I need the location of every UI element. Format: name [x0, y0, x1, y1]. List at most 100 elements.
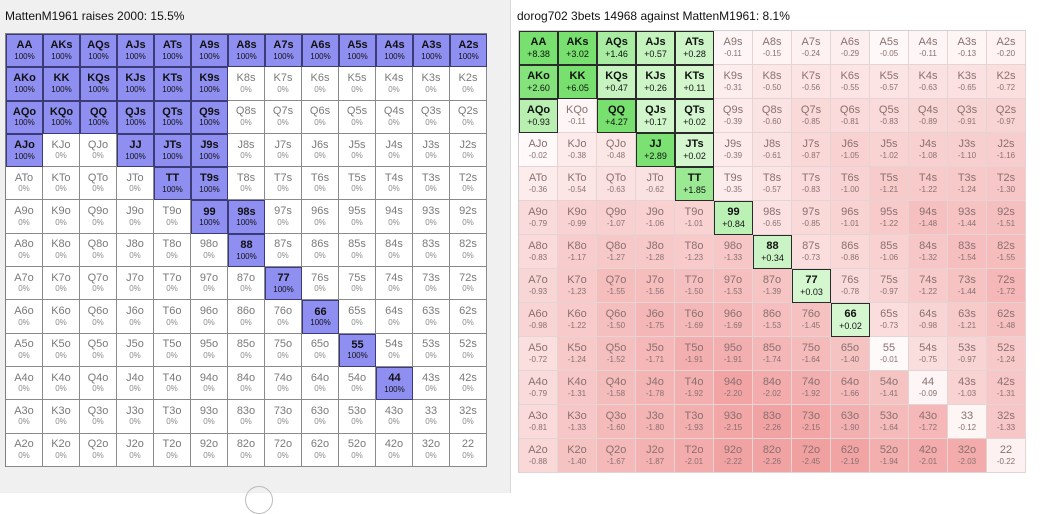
hand-cell[interactable]: A7o 0% [6, 267, 43, 301]
hand-cell[interactable]: 53o 0% [339, 400, 376, 434]
hand-cell[interactable]: QJs +0.17 [636, 99, 675, 133]
hand-cell[interactable]: KK +6.05 [558, 65, 597, 99]
hand-cell[interactable]: KQo 100% [43, 100, 80, 134]
hand-cell[interactable]: Q3o 0% [80, 400, 117, 434]
hand-cell[interactable]: T2o 0% [154, 433, 191, 467]
hand-cell[interactable]: 95s 0% [339, 200, 376, 234]
hand-cell[interactable]: Q4s 0% [376, 100, 413, 134]
hand-cell[interactable]: Q9o 0% [80, 200, 117, 234]
hand-cell[interactable]: 92s -1.51 [987, 201, 1026, 235]
hand-cell[interactable]: T9o 0% [154, 200, 191, 234]
hand-cell[interactable]: Q7o 0% [80, 267, 117, 301]
hand-cell[interactable]: A6s -0.29 [831, 31, 870, 65]
hand-cell[interactable]: T4s 0% [376, 167, 413, 201]
hand-cell[interactable]: J5s -1.02 [870, 133, 909, 167]
hand-cell[interactable]: Q3o -1.60 [597, 405, 636, 439]
hand-cell[interactable]: 96s -1.01 [831, 201, 870, 235]
hand-cell[interactable]: T9s -0.35 [714, 167, 753, 201]
hand-cell[interactable]: J4s 0% [376, 133, 413, 168]
hand-cell[interactable]: Q3s 0% [413, 100, 450, 134]
hand-cell[interactable]: K8o -1.17 [558, 235, 597, 269]
hand-cell[interactable]: AJs +0.57 [636, 31, 675, 65]
hand-cell[interactable]: 97o -1.53 [714, 269, 753, 303]
hand-cell[interactable]: 76o -1.45 [792, 303, 831, 337]
hand-cell[interactable]: K7o 0% [43, 267, 80, 301]
hand-cell[interactable]: J3s 0% [413, 133, 450, 168]
hand-cell[interactable]: 94o 0% [191, 366, 228, 401]
hand-cell[interactable]: J4o 0% [117, 366, 154, 401]
hand-cell[interactable]: 99 +0.84 [714, 201, 753, 235]
hand-cell[interactable]: J4o -1.78 [636, 371, 675, 405]
hand-cell[interactable]: Q2o -1.67 [597, 439, 636, 473]
hand-cell[interactable]: KQo -0.11 [558, 99, 597, 133]
hand-cell[interactable]: 82s -1.55 [987, 235, 1026, 269]
hand-cell[interactable]: Q8s 0% [228, 100, 265, 134]
hand-cell[interactable]: 75o 0% [265, 333, 302, 367]
hand-cell[interactable]: 63s 0% [413, 300, 450, 334]
hand-cell[interactable]: T2s 0% [450, 167, 487, 201]
hand-cell[interactable]: QJo 0% [80, 133, 117, 168]
hand-cell[interactable]: 76s 0% [302, 267, 339, 301]
hand-cell[interactable]: Q6o -1.50 [597, 303, 636, 337]
hand-cell[interactable]: AQo 100% [6, 100, 43, 134]
hand-cell[interactable]: 43s 0% [413, 366, 450, 401]
hand-cell[interactable]: Q7s 0% [265, 100, 302, 134]
hand-cell[interactable]: T8o -1.23 [675, 235, 714, 269]
hand-cell[interactable]: ATo -0.36 [519, 167, 558, 201]
hand-cell[interactable]: 98s -0.65 [753, 201, 792, 235]
hand-cell[interactable]: Q2o 0% [80, 433, 117, 467]
hand-cell[interactable]: J4s -1.08 [909, 133, 948, 167]
hand-cell[interactable]: Q7o -1.55 [597, 269, 636, 303]
hand-cell[interactable]: K2s 0% [450, 67, 487, 101]
hand-cell[interactable]: 54o 0% [339, 366, 376, 401]
hand-cell[interactable]: K5o 0% [43, 333, 80, 367]
hand-cell[interactable]: KQs 100% [80, 67, 117, 101]
hand-cell[interactable]: A9o -0.79 [519, 201, 558, 235]
hand-cell[interactable]: T5o 0% [154, 333, 191, 367]
hand-cell[interactable]: A3s -0.13 [948, 31, 987, 65]
hand-cell[interactable]: Q9o -1.07 [597, 201, 636, 235]
hand-cell[interactable]: J8o 0% [117, 233, 154, 268]
hand-cell[interactable]: 83o -2.26 [753, 405, 792, 439]
hand-cell[interactable]: 64o 0% [302, 366, 339, 401]
hand-cell[interactable]: QTo 0% [80, 167, 117, 201]
hand-cell[interactable]: 95o -1.91 [714, 337, 753, 371]
hand-cell[interactable]: 62o -2.19 [831, 439, 870, 473]
hand-cell[interactable]: K2o 0% [43, 433, 80, 467]
hand-cell[interactable]: T3o 0% [154, 400, 191, 434]
hand-cell[interactable]: J5o -1.71 [636, 337, 675, 371]
hand-cell[interactable]: 75s -0.97 [870, 269, 909, 303]
hand-cell[interactable]: AQs +1.46 [597, 31, 636, 65]
hand-cell[interactable]: J3o 0% [117, 400, 154, 434]
hand-cell[interactable]: 94s -1.48 [909, 201, 948, 235]
hand-cell[interactable]: 84s -1.32 [909, 235, 948, 269]
hand-cell[interactable]: 32o -2.03 [948, 439, 987, 473]
hand-cell[interactable]: A2s 100% [450, 34, 487, 68]
hand-cell[interactable]: A5s -0.05 [870, 31, 909, 65]
hand-cell[interactable]: Q2s -0.97 [987, 99, 1026, 133]
hand-cell[interactable]: J8o -1.28 [636, 235, 675, 269]
hand-cell[interactable]: Q8o -1.27 [597, 235, 636, 269]
hand-cell[interactable]: 72o 0% [265, 433, 302, 467]
hand-cell[interactable]: J3o -1.80 [636, 405, 675, 439]
hand-cell[interactable]: 86o 0% [228, 300, 265, 334]
hand-cell[interactable]: Q8o 0% [80, 233, 117, 268]
hand-cell[interactable]: 63o 0% [302, 400, 339, 434]
hand-cell[interactable]: KJo 0% [43, 133, 80, 168]
hand-cell[interactable]: 62o 0% [302, 433, 339, 467]
hand-cell[interactable]: 93o -2.15 [714, 405, 753, 439]
hand-cell[interactable]: 73s 0% [413, 267, 450, 301]
hand-cell[interactable]: 55 100% [339, 333, 376, 367]
hand-cell[interactable]: T5s -1.21 [870, 167, 909, 201]
hand-cell[interactable]: 63s -1.21 [948, 303, 987, 337]
hand-cell[interactable]: 85o -1.74 [753, 337, 792, 371]
hand-cell[interactable]: QQ 100% [80, 100, 117, 134]
hand-cell[interactable]: QJo -0.48 [597, 133, 636, 167]
hand-cell[interactable]: K4o -1.31 [558, 371, 597, 405]
hand-cell[interactable]: KK 100% [43, 67, 80, 101]
hand-cell[interactable]: A2s -0.20 [987, 31, 1026, 65]
hand-cell[interactable]: 84o 0% [228, 366, 265, 401]
hand-cell[interactable]: J7o 0% [117, 267, 154, 301]
hand-cell[interactable]: 72o -2.45 [792, 439, 831, 473]
hand-cell[interactable]: 94s 0% [376, 200, 413, 234]
